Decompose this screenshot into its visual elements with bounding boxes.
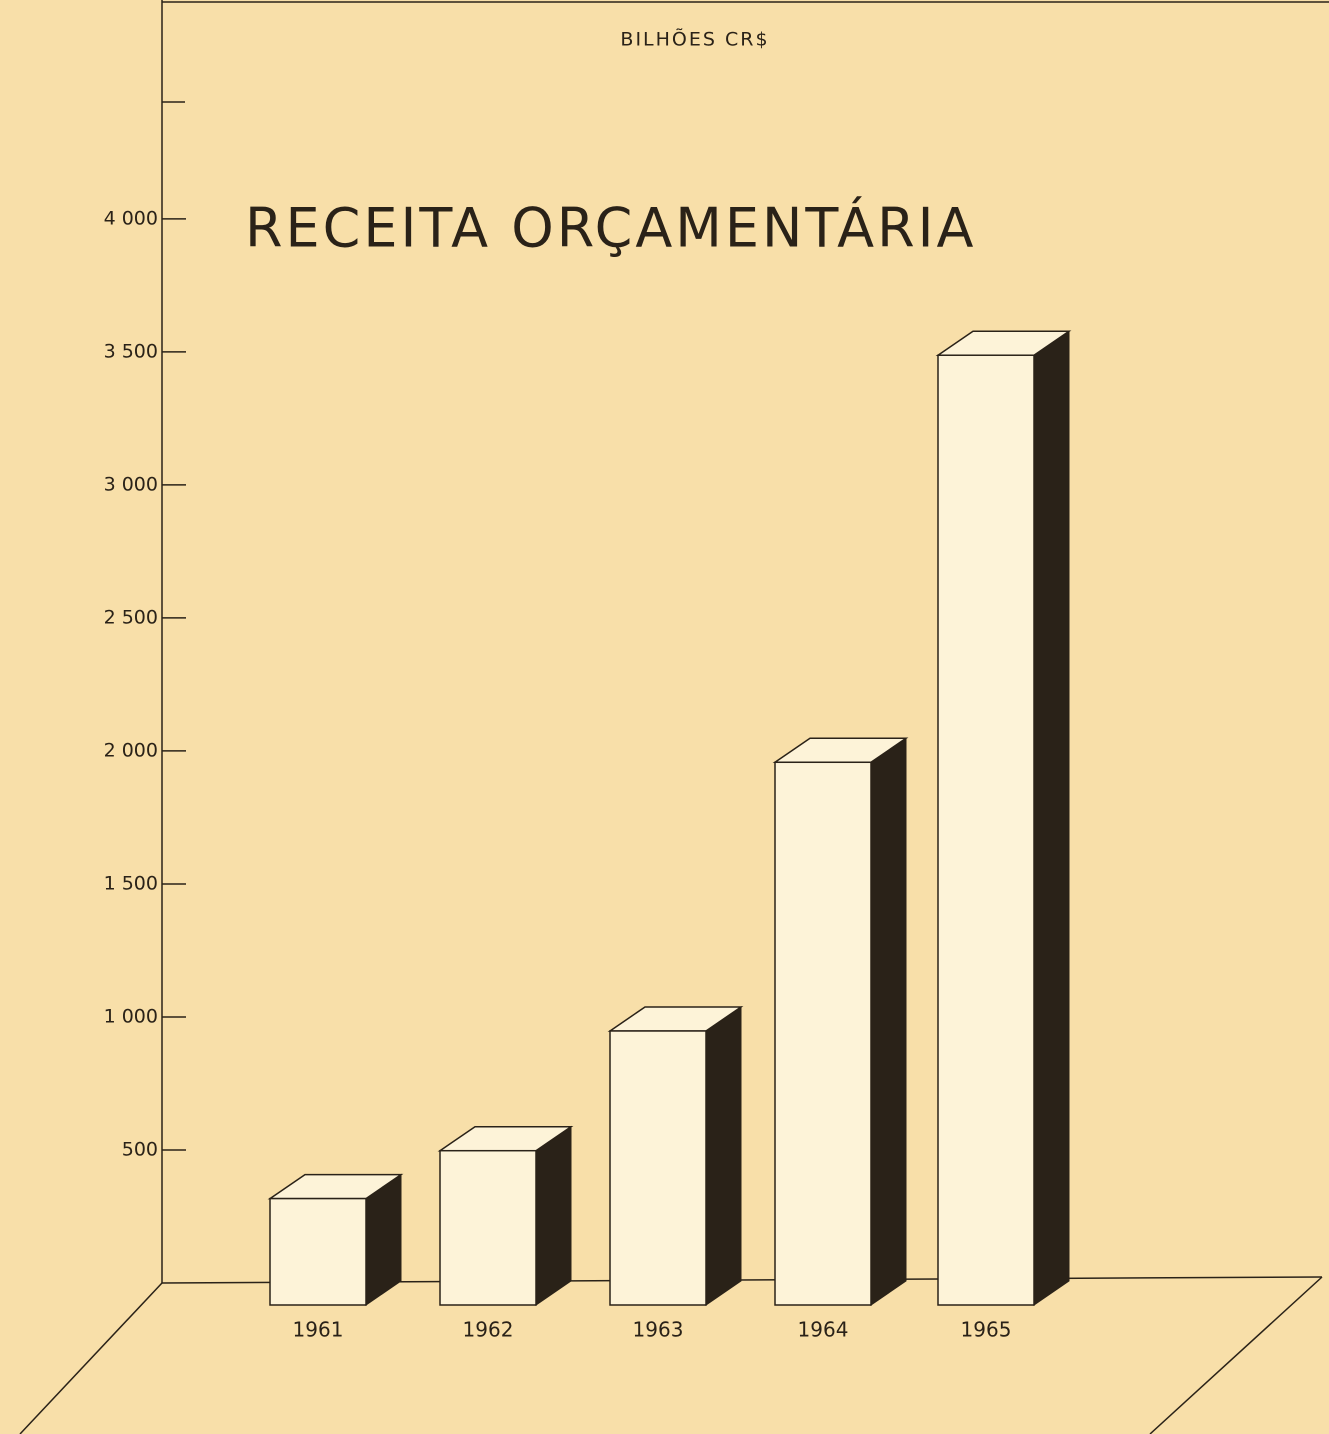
bar-side	[870, 737, 907, 1306]
bar	[269, 1197, 367, 1306]
bar	[609, 1030, 707, 1306]
bar-side	[1033, 330, 1070, 1306]
bar-side	[535, 1125, 572, 1306]
bar	[937, 354, 1035, 1306]
y-tick-label: 500	[122, 1138, 158, 1160]
y-tick-label: 4 000	[104, 207, 158, 229]
y-tick-label: 3 000	[104, 473, 158, 495]
x-tick-label: 1961	[293, 1318, 344, 1342]
chart-title: RECEITA ORÇAMENTÁRIA	[245, 197, 977, 260]
y-tick-label: 1 000	[104, 1005, 158, 1027]
x-tick-label: 1962	[463, 1318, 514, 1342]
y-tick-label: 2 500	[104, 606, 158, 628]
x-tick-label: 1965	[961, 1318, 1012, 1342]
y-tick-label: 1 500	[104, 872, 158, 894]
y-axis-label: BILHÕES CR$	[620, 28, 769, 51]
y-tick-label: 3 500	[104, 340, 158, 362]
x-tick-label: 1964	[798, 1318, 849, 1342]
bar	[774, 761, 872, 1306]
bar	[439, 1149, 537, 1306]
x-tick-label: 1963	[633, 1318, 684, 1342]
y-tick-label: 2 000	[104, 739, 158, 761]
bar-side	[705, 1006, 742, 1306]
